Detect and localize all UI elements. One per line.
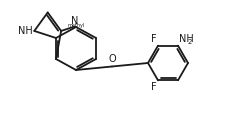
Text: O: O — [108, 54, 116, 64]
Text: methyl: methyl — [68, 23, 85, 28]
Text: NH: NH — [17, 26, 32, 36]
Text: NH: NH — [179, 34, 194, 44]
Text: N: N — [71, 16, 79, 26]
Text: F: F — [151, 34, 157, 44]
Text: F: F — [151, 82, 157, 92]
Text: 2: 2 — [188, 39, 192, 45]
